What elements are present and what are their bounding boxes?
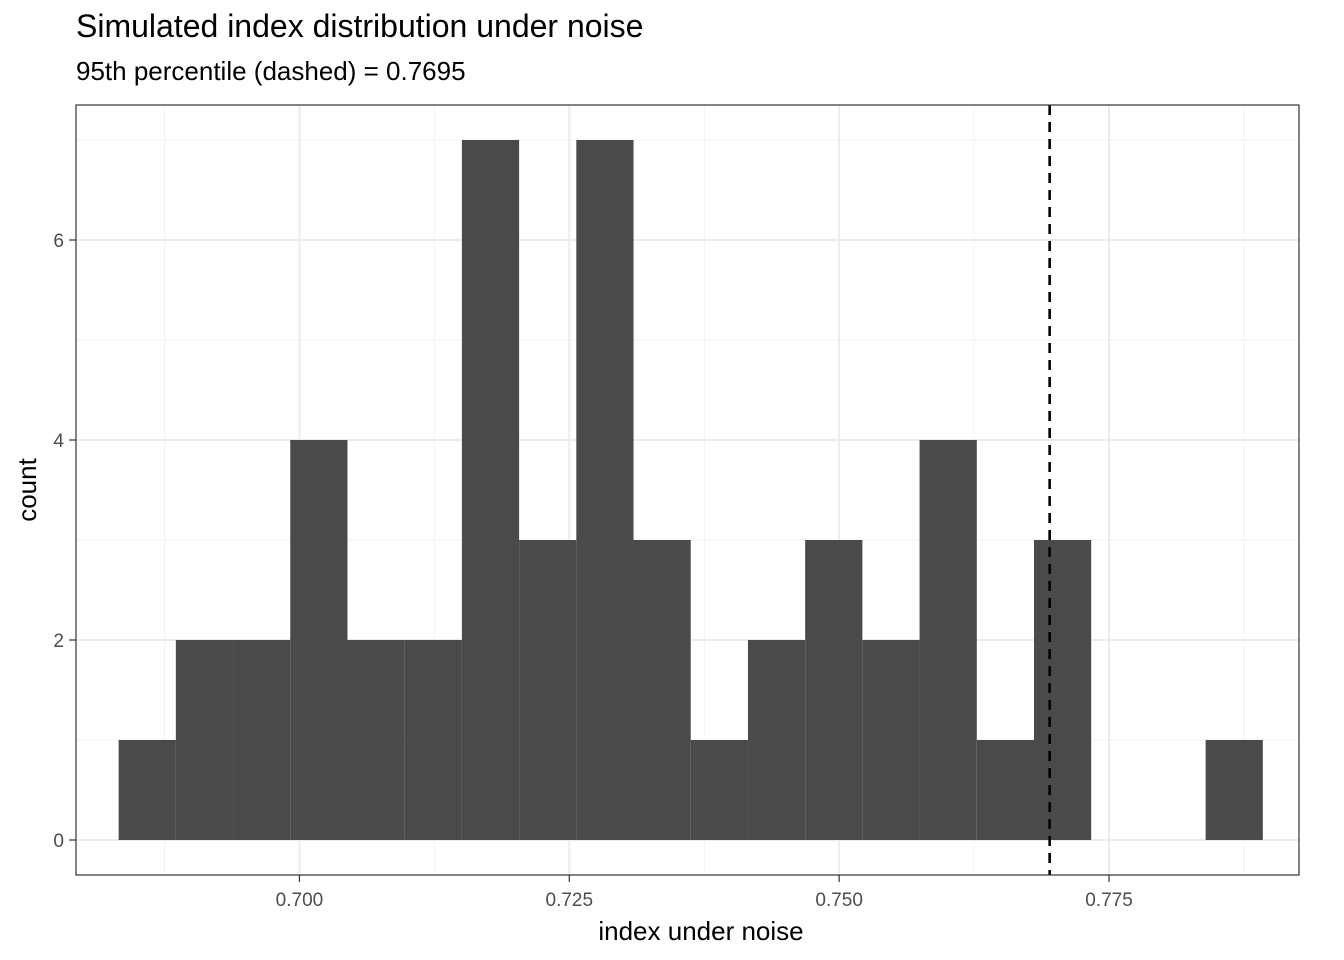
histogram-bar xyxy=(919,440,977,840)
y-tick-label: 2 xyxy=(53,631,64,652)
x-tick-label: 0.725 xyxy=(546,890,594,911)
histogram-bar xyxy=(690,740,748,840)
x-axis-ticks: 0.700 0.725 0.750 0.775 xyxy=(276,875,1133,911)
histogram-bar xyxy=(175,640,234,840)
histogram-bar xyxy=(633,540,691,840)
histogram-bar xyxy=(461,140,520,840)
histogram-bar xyxy=(805,540,863,840)
panel-border xyxy=(75,104,1300,876)
histogram-bar xyxy=(576,140,634,840)
histogram-bar xyxy=(519,540,577,840)
histogram-bars xyxy=(118,140,1263,840)
chart-title: Simulated index distribution under noise xyxy=(76,8,644,44)
histogram-bar xyxy=(862,640,920,840)
histogram-bar xyxy=(347,640,405,840)
y-tick-label: 0 xyxy=(53,831,64,852)
histogram-bar xyxy=(233,640,291,840)
chart-subtitle: 95th percentile (dashed) = 0.7695 xyxy=(76,56,466,86)
y-axis-title: count xyxy=(12,457,42,521)
y-tick-label: 4 xyxy=(53,431,64,452)
x-tick-label: 0.775 xyxy=(1085,890,1133,911)
histogram-bar xyxy=(747,640,806,840)
histogram-bar xyxy=(404,640,462,840)
x-tick-label: 0.700 xyxy=(276,890,324,911)
histogram-bar xyxy=(1033,540,1092,840)
y-tick-label: 6 xyxy=(53,231,64,252)
histogram-bar xyxy=(290,440,348,840)
y-axis-ticks: 0 2 4 6 xyxy=(53,231,76,852)
histogram-bar xyxy=(1205,740,1263,840)
histogram-bar xyxy=(976,740,1034,840)
x-tick-label: 0.750 xyxy=(815,890,863,911)
x-axis-title: index under noise xyxy=(598,916,803,946)
histogram-bar xyxy=(118,740,176,840)
